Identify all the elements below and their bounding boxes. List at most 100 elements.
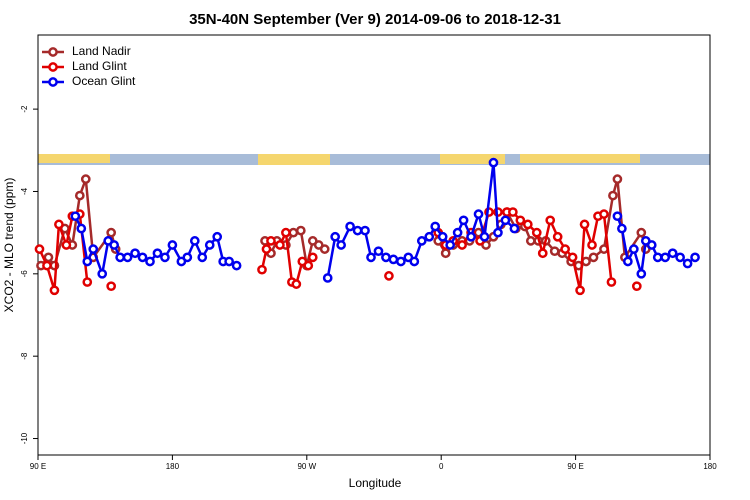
point [34,244,45,254]
point [42,260,52,271]
point [74,190,85,201]
map-strip [38,154,710,165]
point [488,157,499,168]
point [457,240,467,250]
point [381,252,391,263]
point [531,227,542,238]
point [636,227,647,238]
x-tick-label: 90 E [30,462,46,471]
point [612,211,623,222]
point [682,258,693,269]
point [440,248,451,259]
point [500,215,511,226]
point [515,215,526,226]
legend-marker [48,62,58,72]
point [109,240,120,250]
x-tick-label: 90 E [567,462,583,471]
point [160,252,170,263]
point [445,240,456,250]
point [437,231,448,242]
point [581,256,591,267]
point [452,227,463,238]
point [212,231,223,242]
point [137,252,148,263]
point [88,244,99,254]
y-tick-label: -4 [20,187,29,195]
point [189,236,200,246]
point [288,227,299,238]
point [646,240,657,250]
point [336,240,346,250]
point [587,240,597,250]
y-axis-label: XCO2 - MLO trend (ppm) [2,178,16,313]
point [667,248,678,259]
point [690,252,700,263]
x-tick-label: 180 [166,462,180,471]
point [493,227,503,238]
point [623,256,633,267]
point [319,244,330,254]
point [675,252,685,263]
point [291,279,302,289]
point [599,209,609,219]
point [617,223,627,234]
legend-label: Ocean Glint [72,74,136,88]
point [522,219,533,230]
point [231,260,242,271]
point [76,223,87,234]
point [330,231,341,242]
point [424,231,435,242]
x-tick-label: 180 [703,462,717,471]
x-tick-label: 0 [439,462,444,471]
y-tick-label: -10 [20,432,29,444]
point [509,223,520,234]
point [345,221,355,232]
point [360,225,370,236]
plot-frame [37,34,711,456]
point [606,277,617,287]
point [388,254,399,265]
point [409,256,420,267]
point [508,207,518,217]
point [307,252,318,263]
point [652,252,663,263]
y-tick-label: -2 [20,105,29,113]
point [295,225,306,236]
point [352,225,363,236]
point [549,246,560,257]
point [608,190,618,201]
point [49,285,60,296]
point [167,240,178,250]
point [61,240,72,250]
point [266,236,276,246]
point [82,277,93,287]
point [430,221,441,232]
point [182,252,193,263]
point [204,240,215,250]
point [145,256,155,267]
point [322,273,333,283]
point [303,260,314,271]
point [257,264,267,275]
point [97,268,108,279]
legend-marker [48,47,58,57]
point [612,174,623,184]
point [396,256,406,267]
point [281,227,291,238]
point [106,281,117,292]
x-tick-label: 90 W [297,462,316,471]
chart-title: 35N-40N September (Ver 9) 2014-09-06 to … [189,11,561,28]
point [660,252,671,263]
point [261,244,272,254]
point [275,240,285,250]
point [588,252,599,263]
point [560,244,570,254]
y-tick-label: -6 [20,270,29,278]
point [54,219,64,230]
point [579,219,590,230]
point [130,248,140,259]
point [552,231,563,242]
point [373,246,384,257]
point [384,271,394,281]
